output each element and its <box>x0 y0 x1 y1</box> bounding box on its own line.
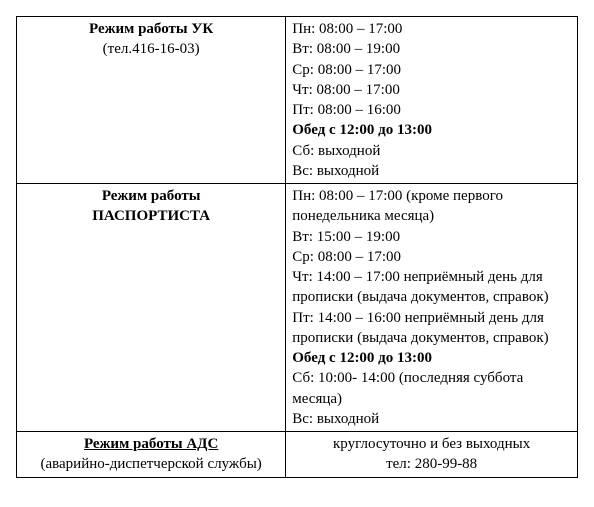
passport-title-2: ПАСПОРТИСТА <box>23 206 279 226</box>
cell-passport-title: Режим работы ПАСПОРТИСТА <box>17 184 286 432</box>
lunch-line: Обед с 12:00 до 13:00 <box>292 120 571 140</box>
hours-line: Вт: 15:00 – 19:00 <box>292 227 571 247</box>
schedule-table: Режим работы УК (тел.416-16-03) Пн: 08:0… <box>16 16 578 478</box>
cell-ads-hours: круглосуточно и без выходных тел: 280-99… <box>286 432 578 478</box>
hours-line: Ср: 08:00 – 17:00 <box>292 247 571 267</box>
weekend-line: Сб: 10:00- 14:00 (последняя суббота меся… <box>292 368 571 409</box>
hours-line: Чт: 14:00 – 17:00 неприёмный день для пр… <box>292 267 571 308</box>
cell-ads-title: Режим работы АДС (аварийно-диспетчерской… <box>17 432 286 478</box>
weekend-line: Вс: выходной <box>292 409 571 429</box>
hours-line: Пт: 14:00 – 16:00 неприёмный день для пр… <box>292 308 571 349</box>
table-row: Режим работы ПАСПОРТИСТА Пн: 08:00 – 17:… <box>17 184 578 432</box>
uk-phone: (тел.416-16-03) <box>23 39 279 59</box>
hours-line: Чт: 08:00 – 17:00 <box>292 80 571 100</box>
ads-line-2: тел: 280-99-88 <box>292 454 571 474</box>
ads-line-1: круглосуточно и без выходных <box>292 434 571 454</box>
cell-uk-title: Режим работы УК (тел.416-16-03) <box>17 17 286 184</box>
table-row: Режим работы УК (тел.416-16-03) Пн: 08:0… <box>17 17 578 184</box>
hours-line: Пн: 08:00 – 17:00 (кроме первого понедел… <box>292 186 571 227</box>
weekend-line: Вс: выходной <box>292 161 571 181</box>
hours-line: Вт: 08:00 – 19:00 <box>292 39 571 59</box>
lunch-line: Обед с 12:00 до 13:00 <box>292 348 571 368</box>
hours-line: Ср: 08:00 – 17:00 <box>292 60 571 80</box>
hours-line: Пн: 08:00 – 17:00 <box>292 19 571 39</box>
ads-subtitle: (аварийно-диспетчерской службы) <box>23 454 279 474</box>
ads-title: Режим работы АДС <box>23 434 279 454</box>
uk-title: Режим работы УК <box>23 19 279 39</box>
passport-title-1: Режим работы <box>23 186 279 206</box>
cell-passport-hours: Пн: 08:00 – 17:00 (кроме первого понедел… <box>286 184 578 432</box>
hours-line: Пт: 08:00 – 16:00 <box>292 100 571 120</box>
table-row: Режим работы АДС (аварийно-диспетчерской… <box>17 432 578 478</box>
weekend-line: Сб: выходной <box>292 141 571 161</box>
cell-uk-hours: Пн: 08:00 – 17:00 Вт: 08:00 – 19:00 Ср: … <box>286 17 578 184</box>
